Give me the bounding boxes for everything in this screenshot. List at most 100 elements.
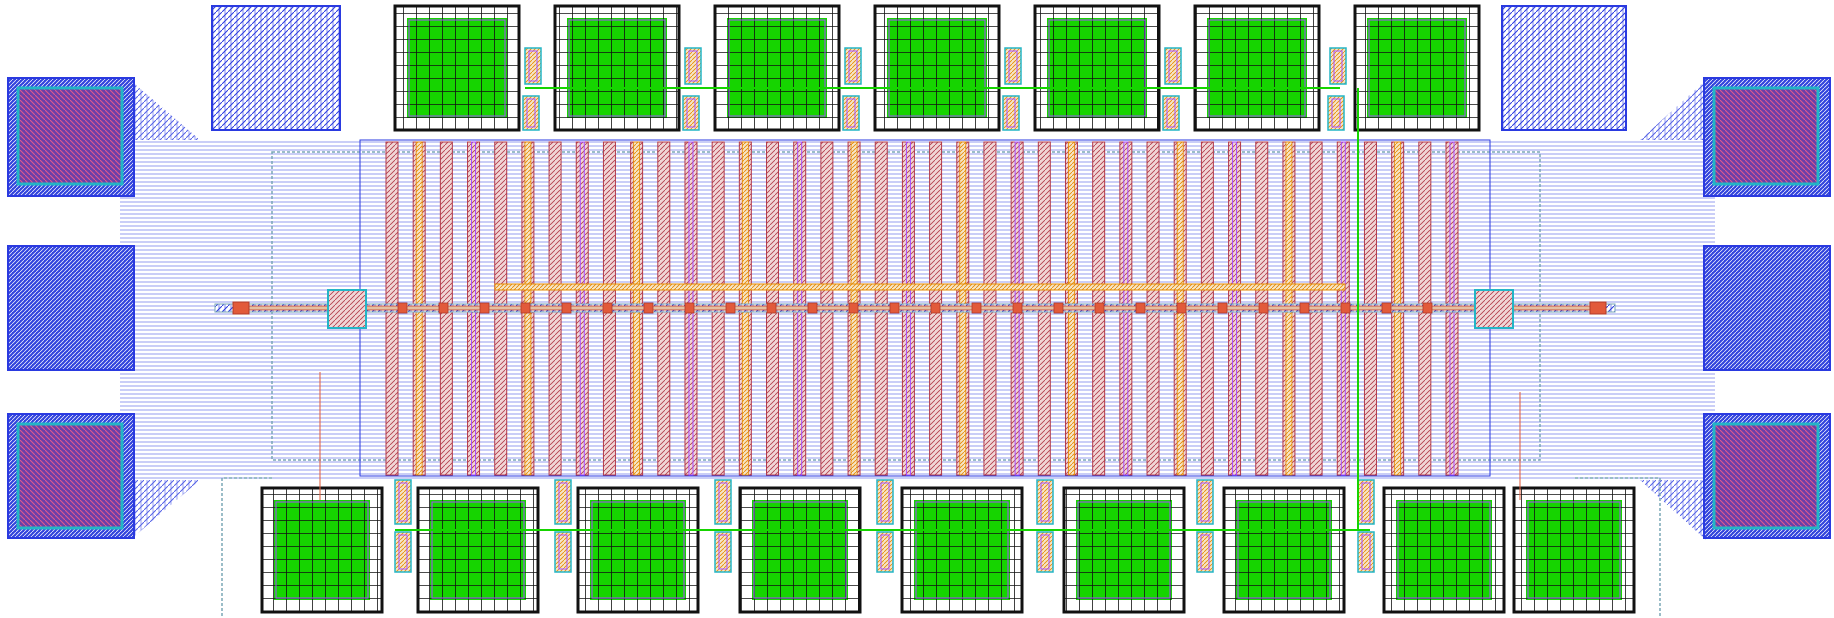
left-pad-column (7, 77, 200, 540)
device-block[interactable] (393, 4, 521, 132)
device-grid (902, 488, 1022, 612)
device-well (1048, 19, 1146, 117)
right-pad-3-core (1712, 422, 1820, 530)
via-inner (1361, 482, 1371, 522)
device-block[interactable] (1512, 486, 1636, 614)
contact (848, 302, 859, 314)
device-grid (578, 488, 698, 612)
contact (766, 302, 777, 314)
device-well (275, 501, 369, 599)
via-stack (876, 479, 894, 525)
device-block[interactable] (1193, 4, 1321, 132)
via-inner (558, 534, 568, 570)
via-inner (1361, 534, 1371, 570)
via-inner (1331, 98, 1341, 128)
contact (1053, 302, 1064, 314)
contact (520, 302, 531, 314)
right-pad-2[interactable] (1703, 245, 1831, 371)
left-pad-1-core (16, 86, 124, 186)
contact (1176, 302, 1187, 314)
left-fanout-top (130, 80, 200, 140)
contact (643, 302, 654, 314)
via-inner (688, 50, 698, 82)
via-inner (1040, 534, 1050, 570)
via-inner (880, 482, 890, 522)
via-inner (1200, 482, 1210, 522)
device-block[interactable] (553, 4, 681, 132)
via-stacks (394, 47, 1375, 573)
device-block[interactable] (416, 486, 540, 614)
contact (602, 302, 613, 314)
contact (1012, 302, 1023, 314)
device-block[interactable] (738, 486, 862, 614)
right-pad-column (1640, 77, 1831, 540)
device-well (408, 19, 506, 117)
device-block[interactable] (900, 486, 1024, 614)
via-stack (554, 479, 572, 525)
via-inner (1006, 98, 1016, 128)
center-pad-right[interactable] (1474, 289, 1514, 329)
contact (1340, 302, 1351, 314)
via-stack (1164, 47, 1182, 85)
via-stack (522, 95, 540, 131)
contact (1135, 302, 1146, 314)
via-inner (528, 50, 538, 82)
device-grid (1355, 6, 1479, 130)
top-left-block[interactable] (211, 5, 341, 131)
contact (1381, 302, 1392, 314)
device-block[interactable] (1033, 4, 1161, 132)
device-grid (1224, 488, 1344, 612)
right-fanout-bottom (1640, 480, 1706, 540)
bottom-device-row (260, 486, 1636, 614)
contact (684, 302, 695, 314)
device-block[interactable] (713, 4, 841, 132)
device-grid (740, 488, 860, 612)
device-block[interactable] (1382, 486, 1506, 614)
right-guide-trace (1575, 477, 1661, 618)
device-grid (418, 488, 538, 612)
via-inner (1333, 50, 1343, 82)
device-block[interactable] (1353, 4, 1481, 132)
via-stack (714, 531, 732, 573)
top-right-block[interactable] (1501, 5, 1627, 131)
contact (1299, 302, 1310, 314)
via-inner (1200, 534, 1210, 570)
gate-bus-top (494, 283, 1346, 291)
device-well (1368, 19, 1466, 117)
right-fanout-top (1640, 80, 1706, 140)
via-stack (1196, 531, 1214, 573)
left-fanout-bottom (130, 480, 200, 540)
contact (725, 302, 736, 314)
via-inner (1168, 50, 1178, 82)
via-stack (1036, 531, 1054, 573)
device-well (915, 501, 1009, 599)
via-stack (1036, 479, 1054, 525)
device-grid (395, 6, 519, 130)
contact (438, 302, 449, 314)
device-block[interactable] (1222, 486, 1346, 614)
via-stack (682, 95, 700, 131)
contact (1422, 302, 1433, 314)
device-grid (715, 6, 839, 130)
contact (1094, 302, 1105, 314)
device-block[interactable] (873, 4, 1001, 132)
via-inner (718, 482, 728, 522)
device-well (568, 19, 666, 117)
center-pad-left[interactable] (327, 289, 367, 329)
via-inner (848, 50, 858, 82)
device-block[interactable] (260, 486, 384, 614)
device-well (1077, 501, 1171, 599)
device-grid (262, 488, 382, 612)
via-inner (718, 534, 728, 570)
device-block[interactable] (1062, 486, 1186, 614)
device-well (591, 501, 685, 599)
center-tab-right (1589, 301, 1607, 315)
via-stack (1004, 47, 1022, 85)
device-block[interactable] (576, 486, 700, 614)
center-contacts (397, 302, 1433, 314)
via-stack (554, 531, 572, 573)
top-device-row (393, 4, 1481, 132)
contact (561, 302, 572, 314)
left-pad-2[interactable] (7, 245, 135, 371)
